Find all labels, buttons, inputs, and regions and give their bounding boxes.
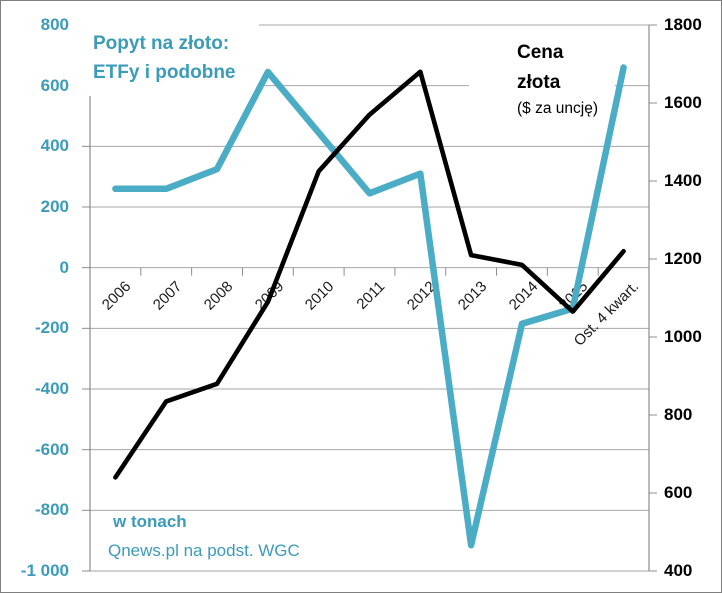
left-axis-label: -800 xyxy=(34,500,69,520)
etf-series-label: Popyt na złoto: ETFy i podobne xyxy=(79,16,259,96)
right-axis-label: 1400 xyxy=(664,171,702,190)
x-axis-label: 2013 xyxy=(454,278,491,314)
left-axis-label: -400 xyxy=(34,379,69,398)
left-axis-label: -200 xyxy=(34,318,69,338)
etf-series-label-line1: Popyt na złoto: xyxy=(93,33,230,54)
x-axis-label: 2012 xyxy=(403,278,440,314)
right-axis-label: 800 xyxy=(664,405,693,424)
gold-series-label-line1: Cena xyxy=(517,42,564,63)
gold-series-label-line2: złota xyxy=(517,72,561,93)
x-axis-label: 2006 xyxy=(98,278,135,314)
right-axis-label: 1600 xyxy=(664,93,702,112)
unit-note: w tonach xyxy=(113,512,187,531)
x-axis-label: 2009 xyxy=(251,278,287,314)
right-axis-label: 1800 xyxy=(664,15,702,34)
right-axis-label: 400 xyxy=(664,561,693,580)
left-axis-label: 600 xyxy=(40,75,69,95)
right-axis-label: 1000 xyxy=(664,327,702,346)
gold-series-label-unit: ($ za uncję) xyxy=(517,100,598,117)
right-axis-label: 1200 xyxy=(664,249,702,268)
x-axis-label: 2015 xyxy=(556,278,592,314)
source-note: Qnews.pl na podst. WGC xyxy=(108,541,300,560)
left-axis-label: 400 xyxy=(40,136,69,156)
x-axis-label: 2010 xyxy=(302,278,338,314)
x-axis-label: 2008 xyxy=(200,278,237,314)
left-axis-label: 800 xyxy=(40,15,69,34)
etf-series-label-line2: ETFy i podobne xyxy=(93,62,236,83)
gold-series-label: Cena złota ($ za uncję) xyxy=(469,29,615,120)
x-axis-label: 2007 xyxy=(149,278,186,314)
left-axis-label: 0 xyxy=(59,257,69,277)
right-axis-label: 600 xyxy=(664,483,693,502)
x-axis-label: 2014 xyxy=(505,278,541,314)
left-axis-label: -1 000 xyxy=(20,561,69,580)
left-axis-label: 200 xyxy=(40,197,69,216)
left-axis-label: -600 xyxy=(34,439,69,459)
series-line-gold-price xyxy=(113,69,626,480)
x-axis-label: 2011 xyxy=(353,278,389,313)
